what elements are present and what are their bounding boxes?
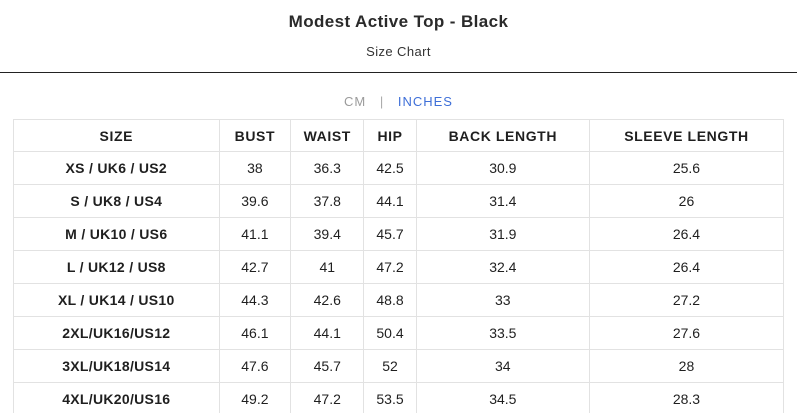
value-cell: 42.5: [363, 151, 417, 186]
value-cell: 42.7: [218, 250, 292, 285]
value-cell: 27.6: [588, 316, 785, 351]
value-cell: 26.4: [588, 217, 785, 252]
header-divider: [0, 72, 797, 73]
value-cell: 45.7: [290, 349, 365, 384]
table-header-row: SIZE BUST WAIST HIP BACK LENGTH SLEEVE L…: [13, 119, 785, 153]
table-body: XS / UK6 / US2 38 36.3 42.5 30.9 25.6 S / UK8 …: [13, 151, 785, 413]
value-cell: 27.2: [588, 283, 785, 318]
value-cell: 25.6: [588, 151, 785, 186]
value-cell: 34: [415, 349, 590, 384]
value-cell: 52: [363, 349, 417, 384]
value-cell: 39.4: [290, 217, 365, 252]
size-chart-container: SIZE BUST WAIST HIP BACK LENGTH SLEEVE L…: [13, 119, 785, 413]
unit-toggle-inches[interactable]: INCHES: [397, 94, 453, 110]
size-cell: 3XL/UK18/US14: [13, 349, 220, 384]
value-cell: 31.9: [415, 217, 590, 252]
value-cell: 33.5: [415, 316, 590, 351]
value-cell: 44.1: [363, 184, 417, 219]
column-header-size: SIZE: [13, 119, 220, 153]
size-chart-table: SIZE BUST WAIST HIP BACK LENGTH SLEEVE L…: [13, 119, 785, 413]
unit-toggle-cm[interactable]: CM: [344, 94, 367, 110]
value-cell: 28: [588, 349, 785, 384]
page-title: Modest Active Top - Black: [288, 12, 509, 31]
value-cell: 47.2: [363, 250, 417, 285]
table-row: M / UK10 / US6 41.1 39.4 45.7 31.9 26.4: [13, 217, 785, 252]
column-header-hip: HIP: [363, 119, 417, 153]
value-cell: 46.1: [218, 316, 292, 351]
table-row: 3XL/UK18/US14 47.6 45.7 52 34 28: [13, 349, 785, 384]
size-cell: 2XL/UK16/US12: [13, 316, 220, 351]
value-cell: 32.4: [415, 250, 590, 285]
value-cell: 38: [218, 151, 292, 186]
value-cell: 44.3: [218, 283, 292, 318]
value-cell: 53.5: [363, 382, 417, 413]
value-cell: 44.1: [290, 316, 365, 351]
value-cell: 42.6: [290, 283, 365, 318]
page-header: Modest Active Top - Black Size Chart: [0, 0, 797, 59]
table-row: 2XL/UK16/US12 46.1 44.1 50.4 33.5 27.6: [13, 316, 785, 351]
column-header-back-length: BACK LENGTH: [415, 119, 590, 153]
table-row: 4XL/UK20/US16 49.2 47.2 53.5 34.5 28.3: [13, 382, 785, 413]
value-cell: 41.1: [218, 217, 292, 252]
value-cell: 28.3: [588, 382, 785, 413]
table-row: L / UK12 / US8 42.7 41 47.2 32.4 26.4: [13, 250, 785, 285]
value-cell: 48.8: [363, 283, 417, 318]
column-header-waist: WAIST: [290, 119, 365, 153]
value-cell: 36.3: [290, 151, 365, 186]
value-cell: 33: [415, 283, 590, 318]
unit-toggle-separator: |: [379, 94, 385, 110]
size-cell: XL / UK14 / US10: [13, 283, 220, 318]
value-cell: 47.2: [290, 382, 365, 413]
column-header-bust: BUST: [218, 119, 292, 153]
size-cell: XS / UK6 / US2: [13, 151, 220, 186]
value-cell: 45.7: [363, 217, 417, 252]
value-cell: 31.4: [415, 184, 590, 219]
value-cell: 34.5: [415, 382, 590, 413]
size-cell: 4XL/UK20/US16: [13, 382, 220, 413]
value-cell: 47.6: [218, 349, 292, 384]
value-cell: 26: [588, 184, 785, 219]
page-subtitle: Size Chart: [366, 44, 431, 59]
table-row: XS / UK6 / US2 38 36.3 42.5 30.9 25.6: [13, 151, 785, 186]
value-cell: 50.4: [363, 316, 417, 351]
value-cell: 49.2: [218, 382, 292, 413]
table-row: S / UK8 / US4 39.6 37.8 44.1 31.4 26: [13, 184, 785, 219]
value-cell: 37.8: [290, 184, 365, 219]
table-row: XL / UK14 / US10 44.3 42.6 48.8 33 27.2: [13, 283, 785, 318]
value-cell: 30.9: [415, 151, 590, 186]
column-header-sleeve-length: SLEEVE LENGTH: [588, 119, 785, 153]
size-cell: L / UK12 / US8: [13, 250, 220, 285]
value-cell: 26.4: [588, 250, 785, 285]
unit-toggle: CM | INCHES: [0, 93, 797, 109]
value-cell: 41: [290, 250, 365, 285]
value-cell: 39.6: [218, 184, 292, 219]
size-cell: S / UK8 / US4: [13, 184, 220, 219]
size-cell: M / UK10 / US6: [13, 217, 220, 252]
